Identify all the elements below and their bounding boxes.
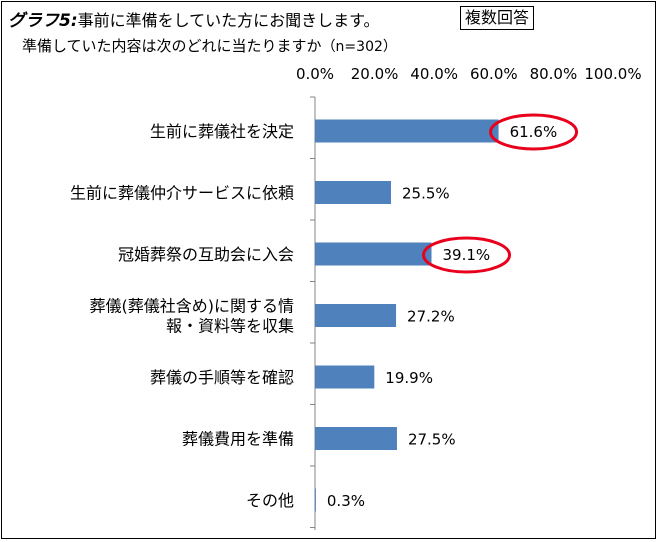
value-label: 39.1% (443, 246, 491, 264)
chart-title-text: 事前に準備をしていた方にお聞きします。 (77, 11, 380, 30)
value-label: 25.5% (402, 185, 450, 203)
chart-subtitle: 準備していた内容は次のどれに当たりますか（n=302） (22, 35, 397, 56)
x-tick-label: 40.0% (410, 65, 458, 83)
category-label: 生前に葬儀仲介サービスに依頼 (70, 184, 294, 203)
x-tick-label: 20.0% (351, 65, 399, 83)
x-tick-label: 100.0% (584, 65, 641, 83)
bar (315, 242, 432, 266)
bar (315, 488, 316, 512)
category-label: 葬儀(葬儀社含め)に関する情 (90, 297, 295, 316)
category-label: 生前に葬儀社を決定 (150, 122, 294, 141)
value-label: 0.3% (327, 492, 365, 510)
category-label: 報・資料等を収集 (166, 317, 294, 336)
bar (315, 119, 499, 143)
bar (315, 365, 375, 389)
bar (315, 304, 397, 327)
category-label: その他 (246, 491, 294, 510)
category-label: 葬儀の手順等を確認 (150, 368, 294, 387)
x-tick-label: 80.0% (530, 65, 578, 83)
multiple-answer-badge: 複数回答 (460, 6, 535, 30)
bar (315, 427, 397, 450)
bar (315, 181, 391, 204)
value-label: 61.6% (510, 123, 558, 141)
x-tick-label: 60.0% (470, 65, 518, 83)
value-label: 27.5% (408, 431, 456, 449)
category-label: 冠婚葬祭の互助会に入会 (118, 245, 294, 264)
subtitle-sample-size: （n=302） (321, 39, 397, 55)
category-label: 葬儀費用を準備 (182, 430, 294, 449)
highlight-circle (422, 236, 512, 274)
chart-title-label: グラフ5: (8, 11, 78, 31)
value-label: 27.2% (407, 308, 455, 326)
highlight-circle (489, 113, 579, 151)
value-label: 19.9% (385, 369, 433, 387)
chart-title: グラフ5:事前に準備をしていた方にお聞きします。 (8, 6, 380, 31)
subtitle-question: 準備していた内容は次のどれに当たりますか (22, 37, 322, 55)
x-tick-label: 0.0% (296, 65, 334, 83)
